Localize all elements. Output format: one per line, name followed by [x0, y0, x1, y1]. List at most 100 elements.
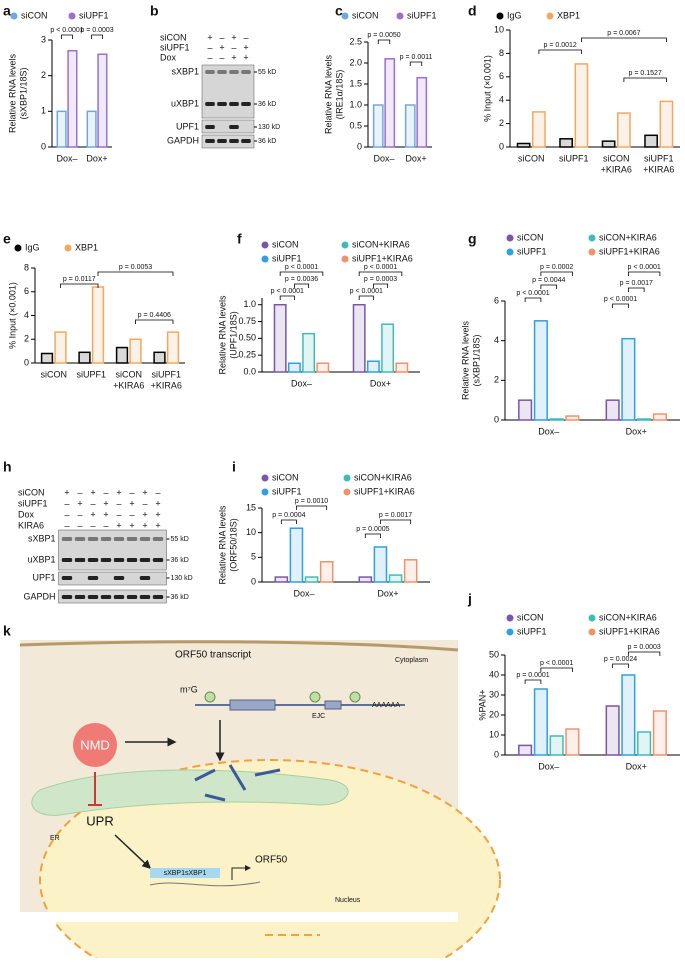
membrane — [19, 640, 459, 652]
bar — [372, 104, 384, 148]
bar — [388, 574, 403, 583]
y-axis-label: (sXBP1/18S) — [471, 334, 481, 386]
inhibition — [88, 772, 102, 806]
significance-bracket — [409, 61, 423, 66]
panel-label: j — [467, 591, 472, 607]
p-value: p = 0.0117 — [63, 276, 96, 283]
blot-image — [58, 589, 167, 604]
bar — [549, 735, 564, 756]
legend-marker — [588, 234, 596, 242]
band — [152, 537, 164, 541]
condition-sign: – — [129, 509, 134, 519]
y-tick-label: 2 — [494, 375, 499, 385]
band — [205, 139, 215, 143]
x-tick-label: siUPF1 — [76, 369, 106, 379]
y-tick-label: 1.0 — [243, 299, 256, 309]
p-value: p = 0.0004 — [272, 512, 305, 519]
blot-image — [58, 529, 167, 571]
p-value: p < 0.0001 — [540, 660, 573, 667]
band — [241, 102, 251, 106]
y-tick-label: 3 — [41, 34, 46, 44]
band — [152, 595, 164, 599]
chart: a 0 1 2 3 Relative RNA levels (sXBP1/18S) Dox– D… — [3, 3, 114, 164]
condition-sign: + — [231, 52, 236, 62]
band — [217, 102, 227, 106]
legend-marker — [506, 628, 514, 636]
condition-sign: – — [116, 498, 121, 508]
significance-bracket — [380, 519, 412, 524]
x-tick-label: Dox– — [538, 761, 559, 771]
bar — [56, 110, 67, 148]
mask — [20, 912, 458, 922]
band-label: sXBP1 — [28, 533, 56, 543]
significance-bracket — [612, 303, 629, 308]
y-tick-label: 0.0 — [243, 366, 256, 376]
band-label: UPF1 — [176, 121, 199, 131]
x-tick-label: Dox+ — [405, 153, 426, 163]
condition-label: Dox — [160, 52, 177, 62]
legend-label: siUPF1+KIRA6 — [599, 626, 660, 636]
bar — [518, 399, 533, 421]
significance-bracket — [612, 663, 629, 668]
legend-label: siUPF1 — [517, 626, 547, 636]
y-tick-label: 50 — [489, 649, 499, 659]
diagram-label: ORF50 — [255, 855, 288, 866]
band — [126, 537, 138, 541]
diagram-label: NMD — [80, 737, 110, 752]
significance-bracket — [135, 319, 174, 324]
condition-sign: – — [231, 42, 236, 52]
legend-label: siCON — [21, 10, 48, 20]
x-tick-label: Dox– — [291, 378, 312, 388]
bar — [637, 418, 652, 421]
p-value: p < 0.0001 — [604, 296, 637, 303]
x-tick-label: siCON — [116, 369, 143, 379]
marker-label: 36 kD — [171, 594, 189, 601]
significance-bracket — [524, 679, 542, 684]
bar — [273, 303, 287, 373]
bar — [86, 110, 97, 148]
bar — [395, 362, 409, 373]
fragments — [194, 764, 281, 802]
panel-label: h — [3, 459, 12, 475]
p-value: p = 0.0001 — [516, 672, 549, 679]
condition-sign: – — [243, 32, 248, 42]
y-tick-label: 2 — [499, 118, 504, 128]
legend-label: siUPF1 — [272, 253, 302, 263]
significance-bracket — [60, 283, 99, 288]
band — [74, 558, 86, 562]
legend-label: siCON — [517, 612, 544, 622]
legend-marker — [588, 614, 596, 622]
x-tick-label: siUPF1 — [559, 153, 589, 163]
x-tick-label: Dox– — [293, 588, 314, 598]
legend-label: siCON — [272, 472, 299, 482]
blot-image — [58, 571, 167, 586]
condition-sign: + — [219, 42, 224, 52]
legend-marker — [341, 12, 349, 20]
diagram-label: ER — [50, 835, 60, 842]
exon-box — [324, 700, 342, 710]
y-axis-label: (ORF50/18S) — [228, 518, 238, 572]
p-value: p < 0.0001 — [271, 288, 304, 295]
panel-label: c — [335, 3, 343, 19]
legend-label: siUPF1 — [517, 246, 547, 256]
y-axis-label: Relative RNA levels — [7, 53, 17, 133]
p-value: p < 0.0001 — [350, 288, 383, 295]
y-axis-label: Relative RNA levels — [217, 505, 227, 585]
condition-sign: – — [77, 520, 82, 530]
band — [100, 537, 112, 541]
x-tick-label: +KIRA6 — [151, 380, 182, 390]
marker-label: 130 kD — [171, 575, 193, 582]
condition-sign: + — [129, 520, 134, 530]
panel-label: b — [150, 3, 159, 19]
bar — [617, 112, 631, 148]
y-axis-label: Relative RNA levels — [323, 54, 333, 134]
y-tick-label: 2 — [41, 70, 46, 80]
legend-label: IgG — [507, 10, 522, 20]
condition-sign: + — [116, 520, 121, 530]
orf-box — [229, 699, 276, 711]
y-tick-label: 8 — [499, 48, 504, 58]
significance-bracket — [293, 283, 310, 288]
band — [152, 558, 164, 562]
condition-sign: + — [77, 498, 82, 508]
significance-bracket — [538, 49, 582, 54]
